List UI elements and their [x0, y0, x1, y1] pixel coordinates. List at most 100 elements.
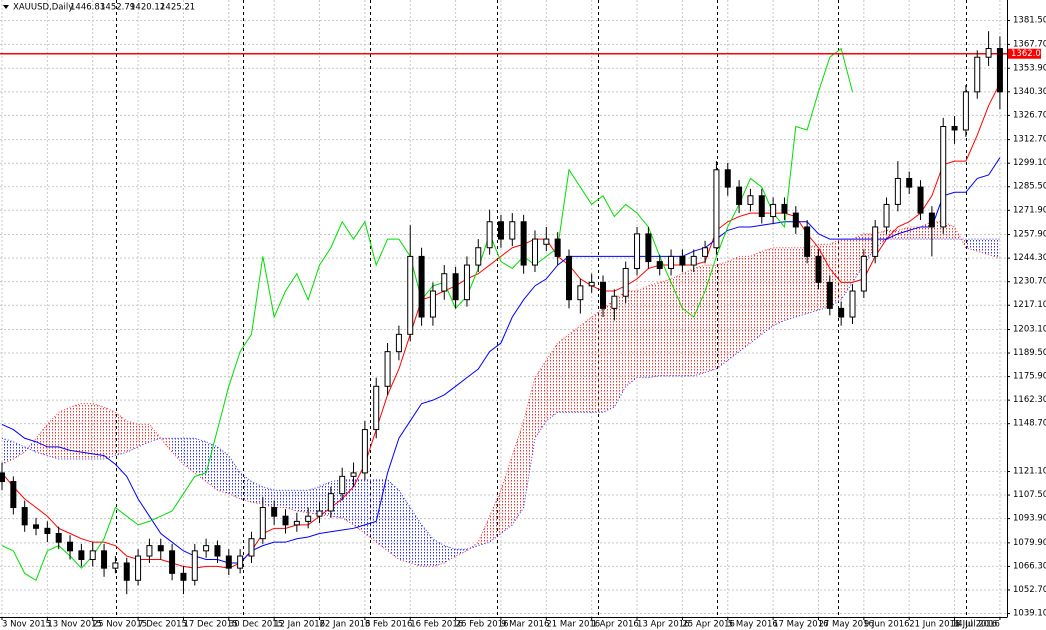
cloud-segment — [115, 412, 127, 456]
cloud-segment — [296, 490, 309, 513]
x-tick-label: 26 Feb 2016 — [456, 620, 509, 630]
candle-body — [384, 351, 391, 387]
candle-body — [293, 520, 300, 526]
candle-body — [316, 510, 323, 517]
candle-body — [146, 545, 153, 557]
cloud-segment — [92, 403, 105, 460]
x-tick-label: 27 May 2016 — [818, 620, 873, 630]
cloud-segment — [81, 403, 93, 460]
candle-body — [566, 255, 572, 301]
y-tick-label: 1217.10 — [1013, 300, 1046, 310]
cloud-segment — [500, 455, 513, 534]
candle-body — [21, 507, 28, 526]
cloud-segment — [591, 308, 604, 413]
candle-body — [350, 472, 357, 477]
cloud-segment — [58, 407, 71, 460]
candle-body — [996, 48, 1003, 93]
cloud-segment — [886, 230, 898, 240]
candle-body — [55, 533, 62, 543]
candle-body — [747, 195, 754, 205]
candle-body — [112, 562, 119, 569]
cloud-segment — [716, 261, 728, 369]
header-value: 1452.79 — [100, 3, 135, 13]
x-tick-label: 7 Dec 2015 — [138, 620, 187, 630]
candle-body — [894, 177, 901, 205]
candle-body — [237, 555, 244, 569]
cloud-segment — [206, 441, 218, 491]
y-tick-label: 1148.70 — [1013, 419, 1046, 429]
candle-body — [78, 550, 85, 560]
candle-body — [679, 255, 686, 266]
candle-body — [259, 507, 266, 540]
cloud-segment — [569, 325, 581, 413]
candle-body — [906, 177, 913, 188]
candle-body — [214, 545, 221, 557]
cloud-segment — [739, 256, 751, 352]
candle-body — [600, 281, 607, 309]
y-tick-label: 1162.30 — [1013, 395, 1046, 405]
cloud-segment — [852, 233, 864, 283]
candle-body — [441, 273, 448, 292]
candle-body — [180, 572, 187, 581]
candle-body — [191, 550, 198, 581]
x-tick-label: 30 Dec 2015 — [229, 620, 283, 630]
cloud-segment — [761, 247, 774, 335]
cloud-segment — [682, 268, 694, 376]
x-tick-label: 1 Jul 2016 — [955, 620, 998, 630]
x-tick-label: 3 Nov 2015 — [2, 620, 51, 630]
x-tick-label: 25 Apr 2016 — [682, 620, 735, 630]
header-value: 1420.12 — [130, 3, 165, 13]
cloud-segment — [387, 479, 399, 560]
x-tick-label: 22 Jan 2016 — [320, 620, 371, 630]
candle-body — [690, 255, 697, 266]
cloud-segment — [773, 247, 785, 326]
candle-body — [67, 541, 74, 552]
candle-body — [520, 221, 527, 266]
y-tick-label: 1052.70 — [1013, 585, 1046, 595]
x-tick-label: 13 Nov 2015 — [47, 620, 101, 630]
y-tick-label: 1039.10 — [1013, 609, 1046, 619]
y-tick-label: 1285.50 — [1013, 182, 1046, 192]
y-tick-label: 1353.90 — [1013, 63, 1046, 73]
candle-body — [305, 515, 312, 522]
cloud-segment — [489, 490, 501, 543]
cloud-segment — [648, 282, 660, 378]
y-tick-label: 1079.90 — [1013, 538, 1046, 548]
x-tick-label: 5 May 2016 — [728, 620, 778, 630]
cloud-segment — [251, 481, 263, 505]
cloud-segment — [432, 538, 445, 567]
x-tick-label: 14 Jul 2016 — [952, 620, 1000, 630]
price-label-box — [1008, 48, 1041, 59]
cloud-segment — [897, 226, 910, 240]
cloud-segment — [36, 424, 48, 456]
cloud-segment — [217, 446, 229, 494]
cloud-segment — [376, 479, 388, 551]
cloud-segment — [421, 524, 433, 567]
cloud-segment — [149, 424, 161, 442]
candle-body — [804, 226, 811, 257]
candle-body — [135, 555, 142, 581]
y-tick-label: 1312.70 — [1013, 135, 1046, 145]
x-tick-label: 21 Mar 2016 — [546, 620, 600, 630]
candle-body — [123, 562, 130, 581]
candle-body — [418, 255, 425, 318]
candle-body — [101, 550, 108, 569]
candle-body — [407, 255, 414, 335]
cloud-edge — [1, 238, 1000, 550]
candle-body — [225, 555, 232, 569]
cloud-segment — [398, 490, 411, 563]
cloud-segment — [988, 239, 1000, 259]
cloud-segment — [364, 479, 377, 543]
cloud-segment — [138, 424, 150, 447]
candle-body — [497, 221, 504, 240]
candle-body — [282, 515, 289, 526]
candle-body — [429, 290, 436, 318]
candle-body — [395, 333, 402, 353]
candle-body — [339, 475, 346, 495]
cloud-segment — [512, 420, 524, 525]
x-tick-label: 1 Apr 2016 — [592, 620, 639, 630]
menu-arrow[interactable] — [3, 5, 9, 9]
candle-body — [543, 238, 550, 245]
